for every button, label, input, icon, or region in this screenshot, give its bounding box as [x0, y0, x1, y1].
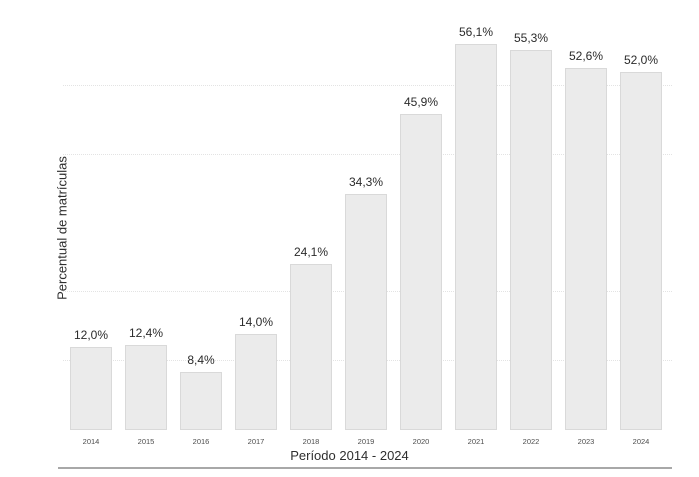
bar-2017: [235, 333, 277, 430]
bar-value-label-2024: 52,0%: [623, 53, 659, 68]
bar-value-label-2019: 34,3%: [348, 175, 384, 190]
x-tick-label-2017: 2017: [247, 437, 265, 446]
bar-2021: [455, 44, 497, 430]
x-tick-label-2014: 2014: [82, 437, 100, 446]
x-tick-label-2022: 2022: [522, 437, 540, 446]
x-tick-label-2021: 2021: [467, 437, 485, 446]
bar-value-label-2022: 55,3%: [513, 30, 549, 45]
x-tick-label-2018: 2018: [302, 437, 320, 446]
x-tick-label-2020: 2020: [412, 437, 430, 446]
x-tick-label-2016: 2016: [192, 437, 210, 446]
bar-value-label-2021: 56,1%: [458, 25, 494, 40]
bar-value-label-2016: 8,4%: [187, 353, 215, 368]
bar-value-label-2020: 45,9%: [403, 95, 439, 110]
bar-2014: [70, 347, 112, 430]
bar-value-label-2014: 12,0%: [73, 328, 109, 343]
gridline-40pct: [63, 153, 672, 155]
bar-2015: [125, 344, 167, 430]
bar-2019: [345, 194, 387, 430]
bar-2018: [290, 264, 332, 430]
bar-2024: [620, 72, 662, 430]
x-tick-label-2015: 2015: [137, 437, 155, 446]
bar-2016: [180, 372, 222, 430]
bar-2022: [510, 49, 552, 430]
bar-value-label-2017: 14,0%: [238, 314, 274, 329]
bar-value-label-2018: 24,1%: [293, 245, 329, 260]
x-tick-label-2023: 2023: [577, 437, 595, 446]
plot-area: 12,0% 2014 12,4% 2015 8,4% 2016 14,0% 2017 24,1%…: [63, 0, 672, 446]
bottom-axis-line: [58, 467, 672, 469]
bar-value-label-2015: 12,4%: [128, 325, 164, 340]
bar-2023: [565, 68, 607, 430]
x-axis-title: Período 2014 - 2024: [290, 448, 409, 463]
gridline-50pct: [63, 85, 672, 86]
bar-value-label-2023: 52,6%: [568, 49, 604, 64]
bar-2020: [400, 114, 442, 430]
x-tick-label-2024: 2024: [632, 437, 650, 446]
x-tick-label-2019: 2019: [357, 437, 375, 446]
